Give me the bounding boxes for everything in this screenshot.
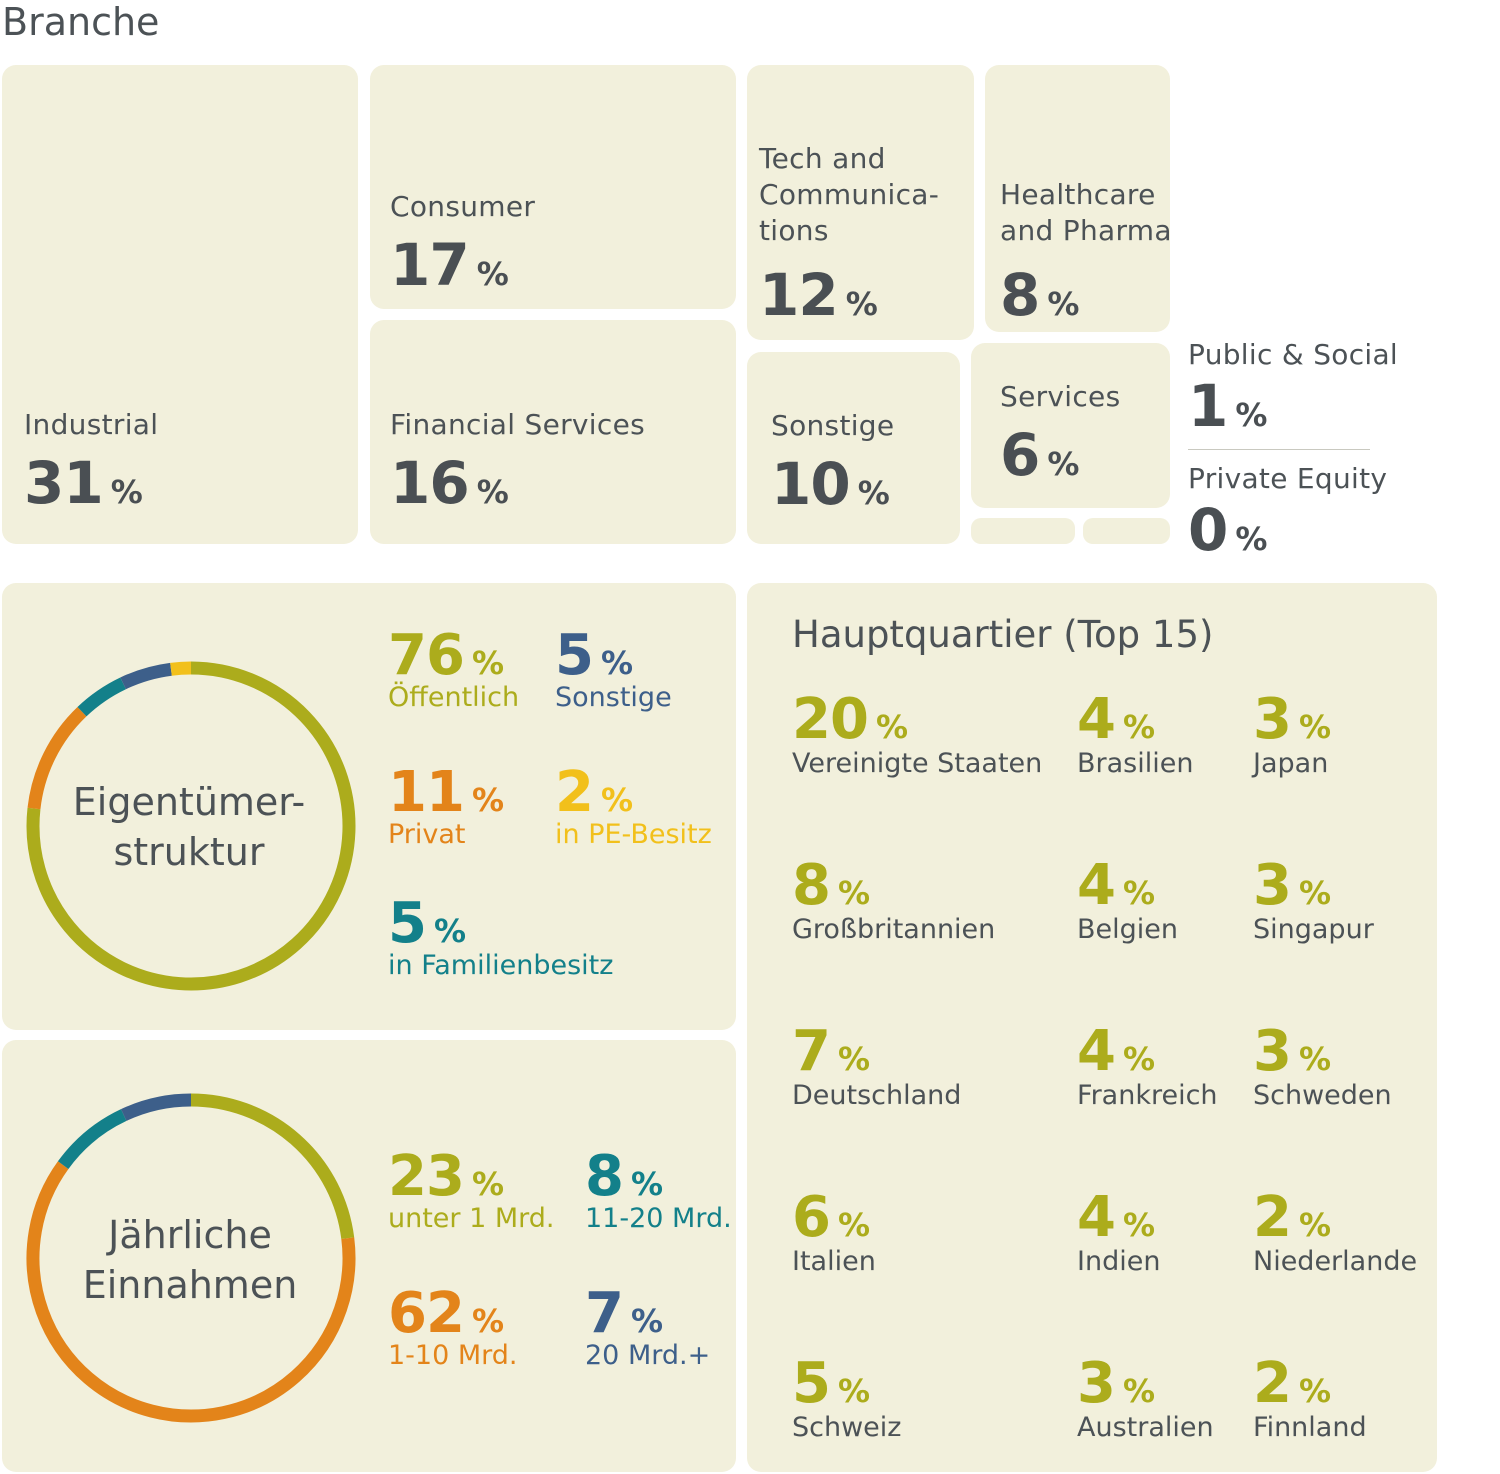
tile-value: 8% [1000,261,1080,329]
hq-country-item: 7% Deutschland [792,1019,962,1111]
donut-slice-in-pe-besitz [170,661,192,676]
donut-slice-in-familienbesitz [77,677,127,717]
stat-pe-besitz: 2% in PE-Besitz [555,760,712,850]
donut-slice-öffentlich [26,661,356,991]
private-equity-label: Private Equity [1188,462,1388,495]
tile-label: Tech and Communica-tions [759,142,940,247]
tile-tech-communications: Tech and Communica-tions 12% [747,65,974,340]
tile-services: Services 6% [971,343,1170,508]
tile-value: 6% [1000,421,1080,489]
stat-11-20-mrd: 8% 11-20 Mrd. [585,1144,732,1234]
stat-1-10-mrd: 62% 1-10 Mrd. [388,1281,518,1371]
hq-country-item: 4% Indien [1077,1185,1161,1277]
tile-value: 10% [771,450,890,518]
public-social-label: Public & Social [1188,338,1399,371]
donut-slice-sonstige [120,662,172,690]
public-social-value: 1% [1188,372,1268,440]
divider-line [1188,449,1370,450]
einnahmen-donut [26,1093,356,1423]
tile-label: Sonstige [771,409,895,442]
stat-familienbesitz: 5% in Familienbesitz [388,891,614,981]
panel-einnahmen: Jährliche Einnahmen 23% unter 1 Mrd. 8% 1… [2,1040,736,1472]
hq-country-item: 3% Schweden [1253,1019,1392,1111]
tile-financial-services: Financial Services 16% [370,320,736,544]
tile-label: Industrial [24,408,159,441]
hq-country-item: 3% Australien [1077,1351,1214,1443]
hq-country-item: 6% Italien [792,1185,876,1277]
donut-slice-privat [27,706,87,810]
tile-sonstige: Sonstige 10% [747,352,960,544]
eigentuemer-donut [26,661,356,991]
einnahmen-title: Jährliche Einnahmen [82,1213,298,1307]
hq-country-item: 4% Brasilien [1077,687,1194,779]
hq-country-item: 4% Frankreich [1077,1019,1218,1111]
stat-20-mrd-plus: 7% 20 Mrd.+ [585,1281,711,1371]
tile-consumer: Consumer 17% [370,65,736,309]
donut-slice-20-mrd- [120,1093,192,1121]
panel-hauptquartier: Hauptquartier (Top 15) 20% Vereinigte Sta… [747,583,1437,1472]
stat-oeffentlich: 76% Öffentlich [388,623,520,713]
tile-value: 12% [759,261,878,329]
hq-country-item: 3% Japan [1253,687,1332,779]
tile-label: Services [1000,380,1121,413]
tile-value: 17% [390,231,509,299]
hq-country-item: 5% Schweiz [792,1351,902,1443]
hq-country-item: 8% Großbritannien [792,853,996,945]
tile-healthcare-pharma: Healthcare and Pharma 8% [985,65,1172,332]
hq-country-item: 2% Finnland [1253,1351,1367,1443]
branche-title: Branche [2,0,160,44]
hauptquartier-title: Hauptquartier (Top 15) [792,613,1214,656]
tile-small-filler [971,518,1075,544]
tile-value: 16% [390,449,509,517]
tile-value: 31% [24,449,143,517]
donut-slice-11-20-mrd- [57,1109,127,1170]
hq-country-item: 20% Vereinigte Staaten [792,687,1043,779]
panel-eigentuemer: Eigentümer-struktur 76% Öffentlich 5% So… [2,583,736,1030]
tile-label: Healthcare and Pharma [1000,178,1172,247]
donut-slice-1-10-mrd- [26,1161,356,1423]
stat-unter-1-mrd: 23% unter 1 Mrd. [388,1144,555,1234]
tile-industrial: Industrial 31% [2,65,358,544]
stat-privat: 11% Privat [388,760,504,850]
private-equity-value: 0% [1188,496,1268,564]
tile-label: Financial Services [390,408,645,441]
tile-small-filler [1083,518,1170,544]
hq-country-item: 4% Belgien [1077,853,1178,945]
stat-sonstige: 5% Sonstige [555,623,672,713]
tile-label: Consumer [390,190,536,223]
donut-slice-unter-1-mrd- [190,1093,355,1240]
hq-country-item: 3% Singapur [1253,853,1374,945]
hq-country-item: 2% Niederlande [1253,1185,1418,1277]
eigentuemer-title: Eigentümer-struktur [72,780,306,874]
